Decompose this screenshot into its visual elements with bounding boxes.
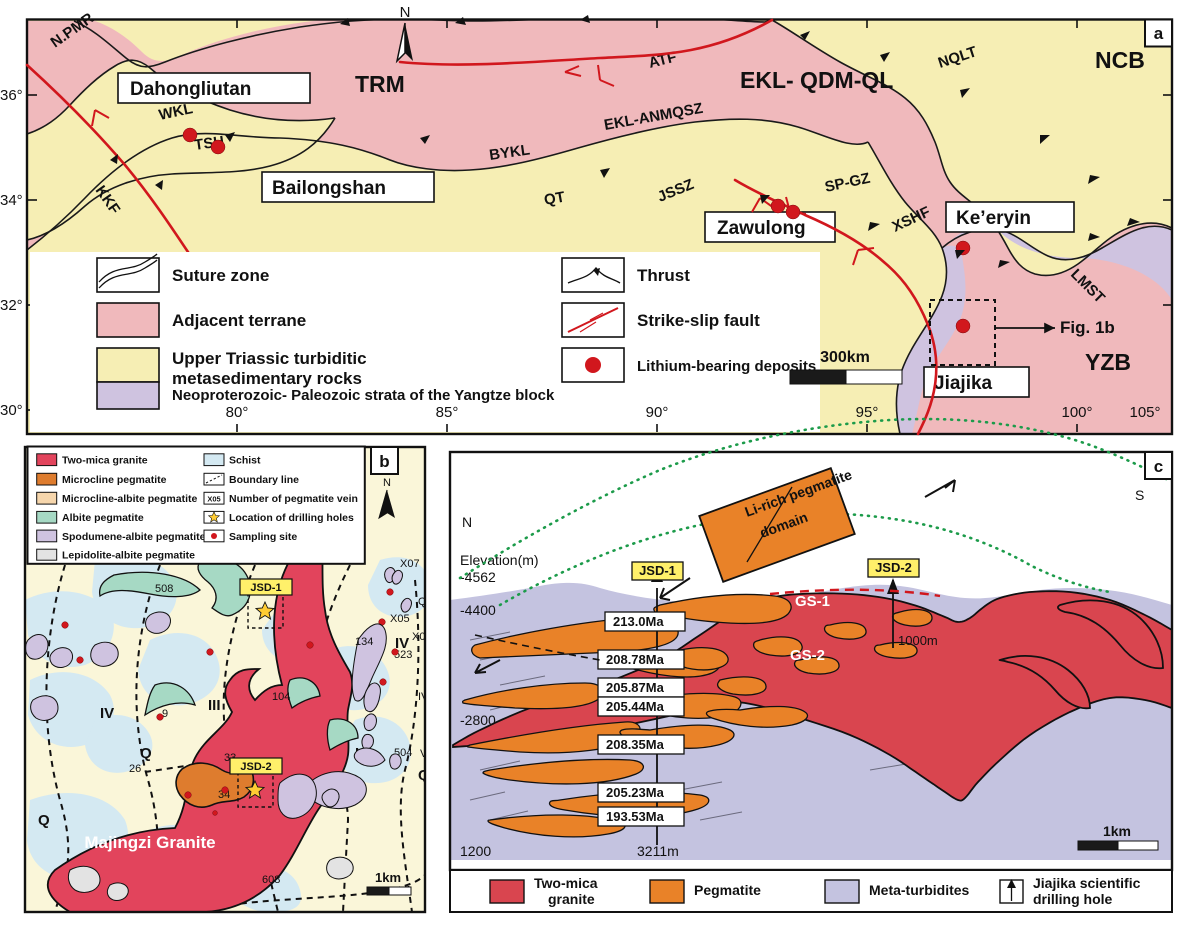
svg-text:Lepidolite-albite pegmatite: Lepidolite-albite pegmatite — [62, 550, 195, 562]
svg-text:26: 26 — [129, 763, 141, 775]
svg-text:Pegmatite: Pegmatite — [694, 882, 761, 898]
svg-text:Thrust: Thrust — [637, 266, 690, 285]
svg-text:N: N — [462, 514, 472, 530]
svg-text:Fig. 1b: Fig. 1b — [1060, 318, 1115, 337]
svg-text:N: N — [400, 4, 411, 21]
svg-text:YZB: YZB — [1085, 349, 1131, 375]
svg-text:34°: 34° — [0, 192, 23, 209]
svg-text:Boundary line: Boundary line — [229, 474, 299, 486]
svg-text:85°: 85° — [436, 404, 459, 421]
svg-text:drilling hole: drilling hole — [1033, 891, 1113, 907]
svg-text:36°: 36° — [0, 87, 23, 104]
svg-text:3211m: 3211m — [637, 843, 679, 859]
svg-text:193.53Ma: 193.53Ma — [606, 809, 665, 824]
svg-text:granite: granite — [548, 891, 595, 907]
svg-text:90°: 90° — [646, 404, 669, 421]
svg-text:Sampling site: Sampling site — [229, 531, 297, 543]
svg-text:30°: 30° — [0, 402, 23, 419]
svg-text:GS-2: GS-2 — [790, 647, 825, 664]
svg-text:Suture zone: Suture zone — [172, 266, 269, 285]
svg-text:300km: 300km — [820, 349, 870, 366]
svg-text:b: b — [379, 452, 389, 471]
svg-text:Jiajika: Jiajika — [934, 373, 993, 394]
svg-text:208.78Ma: 208.78Ma — [606, 652, 665, 667]
svg-text:205.44Ma: 205.44Ma — [606, 699, 665, 714]
svg-text:80°: 80° — [226, 404, 249, 421]
svg-text:X05: X05 — [390, 613, 410, 625]
svg-text:X07: X07 — [400, 558, 420, 570]
svg-text:Location of drilling holes: Location of drilling holes — [229, 512, 354, 524]
svg-text:Meta-turbidites: Meta-turbidites — [869, 882, 970, 898]
svg-text:JSD-1: JSD-1 — [639, 563, 676, 578]
svg-text:Two-mica: Two-mica — [534, 875, 598, 891]
svg-text:95°: 95° — [856, 404, 879, 421]
svg-text:Neoproterozoic- Paleozoic stra: Neoproterozoic- Paleozoic strata of the … — [172, 387, 555, 404]
svg-text:-2800: -2800 — [460, 712, 496, 728]
svg-text:213.0Ma: 213.0Ma — [613, 614, 664, 629]
svg-text:a: a — [1154, 24, 1164, 43]
svg-text:134: 134 — [355, 636, 373, 648]
svg-text:Two-mica granite: Two-mica granite — [62, 455, 148, 467]
svg-text:1000m: 1000m — [898, 633, 938, 648]
svg-text:NCB: NCB — [1095, 47, 1145, 73]
svg-text:Upper Triassic turbiditic: Upper Triassic turbiditic — [172, 349, 367, 368]
svg-text:JSD-2: JSD-2 — [240, 761, 271, 773]
svg-text:Q: Q — [38, 812, 50, 829]
svg-text:Spodumene-albite pegmatite: Spodumene-albite pegmatite — [62, 531, 206, 543]
svg-text:c: c — [1154, 457, 1163, 476]
svg-text:100°: 100° — [1061, 404, 1092, 421]
svg-text:205.87Ma: 205.87Ma — [606, 680, 665, 695]
svg-text:Number of pegmatite vein: Number of pegmatite vein — [229, 493, 358, 505]
svg-text:1km: 1km — [1103, 823, 1131, 839]
svg-text:JSD-1: JSD-1 — [250, 582, 281, 594]
svg-text:508: 508 — [155, 583, 173, 595]
svg-text:Jiajika scientific: Jiajika scientific — [1033, 875, 1141, 891]
svg-text:JSD-2: JSD-2 — [875, 560, 912, 575]
svg-text:QT: QT — [543, 189, 566, 209]
svg-text:Majingzi Granite: Majingzi Granite — [84, 833, 215, 852]
svg-text:104: 104 — [272, 691, 290, 703]
svg-text:S: S — [1135, 487, 1144, 503]
svg-text:metasedimentary rocks: metasedimentary rocks — [172, 369, 362, 388]
svg-text:N: N — [383, 477, 391, 489]
svg-text:208.35Ma: 208.35Ma — [606, 737, 665, 752]
svg-text:32°: 32° — [0, 297, 23, 314]
svg-text:Albite pegmatite: Albite pegmatite — [62, 512, 144, 524]
svg-text:Q: Q — [140, 745, 152, 762]
svg-text:Zawulong: Zawulong — [717, 218, 806, 239]
svg-text:205.23Ma: 205.23Ma — [606, 785, 665, 800]
svg-text:Strike-slip fault: Strike-slip fault — [637, 311, 760, 330]
svg-text:1km: 1km — [375, 870, 401, 885]
svg-text:Bailongshan: Bailongshan — [272, 178, 386, 199]
svg-text:Schist: Schist — [229, 455, 261, 467]
svg-text:-4562: -4562 — [460, 569, 496, 585]
svg-text:Lithium-bearing deposits: Lithium-bearing deposits — [637, 358, 816, 375]
svg-text:Elevation(m): Elevation(m) — [460, 552, 539, 568]
svg-text:608: 608 — [262, 874, 280, 886]
svg-text:Microcline pegmatite: Microcline pegmatite — [62, 474, 167, 486]
svg-text:IV: IV — [100, 705, 114, 722]
svg-text:EKL- QDM-QL: EKL- QDM-QL — [740, 67, 893, 93]
svg-text:Ke’eryin: Ke’eryin — [956, 208, 1031, 229]
svg-text:X05: X05 — [207, 494, 220, 503]
svg-text:TRM: TRM — [355, 71, 405, 97]
svg-text:III: III — [208, 697, 221, 714]
svg-text:-4400: -4400 — [460, 602, 496, 618]
svg-text:Adjacent terrane: Adjacent terrane — [172, 311, 306, 330]
svg-text:105°: 105° — [1129, 404, 1160, 421]
svg-text:GS-1: GS-1 — [795, 593, 830, 610]
svg-text:Microcline-albite pegmatite: Microcline-albite pegmatite — [62, 493, 198, 505]
svg-text:1200: 1200 — [460, 843, 491, 859]
svg-text:Dahongliutan: Dahongliutan — [130, 79, 251, 100]
